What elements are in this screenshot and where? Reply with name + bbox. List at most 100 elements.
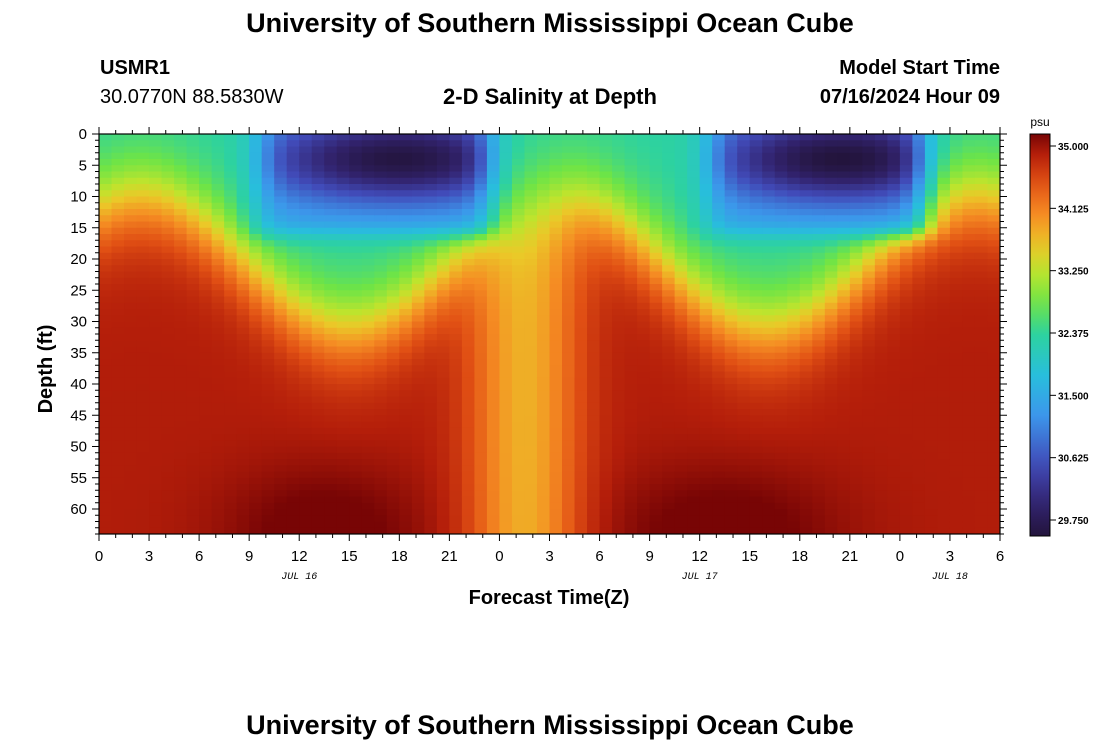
- heatmap-cell: [812, 434, 826, 441]
- heatmap-cell: [499, 171, 513, 179]
- heatmap-cell: [724, 359, 738, 366]
- heatmap-cell: [136, 340, 150, 348]
- heatmap-cell: [912, 190, 926, 198]
- heatmap-cell: [549, 521, 563, 529]
- heatmap-cell: [524, 159, 538, 166]
- heatmap-cell: [962, 434, 976, 441]
- heatmap-cell: [524, 427, 538, 435]
- heatmap-cell: [849, 409, 863, 416]
- heatmap-cell: [524, 421, 538, 429]
- heatmap-cell: [837, 196, 851, 204]
- heatmap-cell: [837, 340, 851, 348]
- heatmap-cell: [549, 315, 563, 323]
- heatmap-cell: [186, 221, 200, 229]
- heatmap-cell: [974, 384, 989, 391]
- heatmap-cell: [474, 396, 488, 404]
- heatmap-cell: [224, 265, 238, 273]
- heatmap-cell: [574, 434, 588, 441]
- heatmap-cell: [587, 315, 601, 323]
- heatmap-cell: [649, 465, 663, 473]
- heatmap-cell: [987, 459, 1000, 466]
- heatmap-cell: [424, 452, 438, 460]
- heatmap-cell: [624, 465, 638, 473]
- heatmap-cell: [974, 527, 989, 534]
- heatmap-cell: [762, 459, 776, 466]
- heatmap-cell: [524, 221, 538, 229]
- heatmap-cell: [849, 259, 863, 266]
- heatmap-cell: [161, 290, 175, 298]
- heatmap-cell: [862, 290, 876, 298]
- heatmap-cell: [336, 527, 350, 534]
- heatmap-cell: [261, 152, 275, 160]
- heatmap-cell: [962, 509, 976, 516]
- heatmap-cell: [712, 509, 726, 516]
- heatmap-cell: [812, 165, 826, 173]
- heatmap-cell: [949, 221, 964, 229]
- heatmap-cell: [849, 502, 863, 510]
- heatmap-cell: [974, 321, 989, 329]
- heatmap-cell: [199, 409, 213, 416]
- heatmap-cell: [386, 140, 400, 148]
- heatmap-cell: [161, 146, 175, 154]
- heatmap-cell: [336, 252, 350, 260]
- heatmap-cell: [124, 146, 138, 154]
- heatmap-cell: [562, 196, 576, 204]
- heatmap-cell: [311, 427, 325, 435]
- heatmap-cell: [224, 246, 238, 254]
- heatmap-cell: [687, 202, 701, 210]
- heatmap-cell: [662, 202, 676, 210]
- heatmap-cell: [862, 340, 876, 348]
- heatmap-cell: [324, 321, 338, 329]
- heatmap-cell: [424, 502, 438, 510]
- heatmap-cell: [662, 134, 676, 141]
- heatmap-cell: [336, 296, 350, 304]
- heatmap-cell: [962, 334, 976, 341]
- heatmap-cell: [687, 390, 701, 398]
- heatmap-cell: [924, 227, 939, 235]
- heatmap-cell: [762, 290, 776, 298]
- heatmap-cell: [812, 377, 826, 385]
- heatmap-cell: [612, 521, 626, 529]
- heatmap-cell: [937, 134, 951, 141]
- heatmap-cell: [974, 365, 989, 373]
- heatmap-cell: [824, 521, 838, 529]
- heatmap-cell: [236, 177, 250, 185]
- heatmap-cell: [311, 302, 325, 310]
- heatmap-cell: [186, 415, 200, 423]
- x-tick-label: 3: [946, 548, 954, 565]
- heatmap-cell: [249, 352, 263, 360]
- heatmap-cell: [812, 484, 826, 491]
- heatmap-cell: [662, 434, 676, 441]
- heatmap-cell: [924, 471, 939, 479]
- heatmap-cell: [199, 502, 213, 510]
- heatmap-cell: [962, 471, 976, 479]
- heatmap-cell: [236, 396, 250, 404]
- heatmap-cell: [424, 221, 438, 229]
- heatmap-cell: [562, 221, 576, 229]
- heatmap-cell: [474, 140, 488, 148]
- heatmap-cell: [762, 134, 776, 141]
- heatmap-cell: [612, 452, 626, 460]
- heatmap-cell: [712, 440, 726, 448]
- heatmap-cell: [149, 165, 163, 173]
- heatmap-cell: [787, 446, 801, 454]
- heatmap-cell: [787, 465, 801, 473]
- heatmap-cell: [562, 396, 576, 404]
- heatmap-cell: [962, 284, 976, 291]
- heatmap-cell: [849, 465, 863, 473]
- heatmap-cell: [236, 265, 250, 273]
- heatmap-cell: [624, 515, 638, 523]
- heatmap-cell: [799, 502, 813, 510]
- heatmap-cell: [161, 484, 175, 491]
- heatmap-cell: [849, 365, 863, 373]
- heatmap-cell: [887, 259, 901, 266]
- heatmap-cell: [724, 152, 738, 160]
- heatmap-cell: [361, 359, 375, 366]
- heatmap-cell: [336, 409, 350, 416]
- heatmap-cell: [549, 477, 563, 485]
- heatmap-cell: [974, 202, 989, 210]
- heatmap-cell: [399, 271, 413, 279]
- heatmap-cell: [174, 359, 188, 366]
- heatmap-cell: [224, 359, 238, 366]
- heatmap-cell: [274, 340, 288, 348]
